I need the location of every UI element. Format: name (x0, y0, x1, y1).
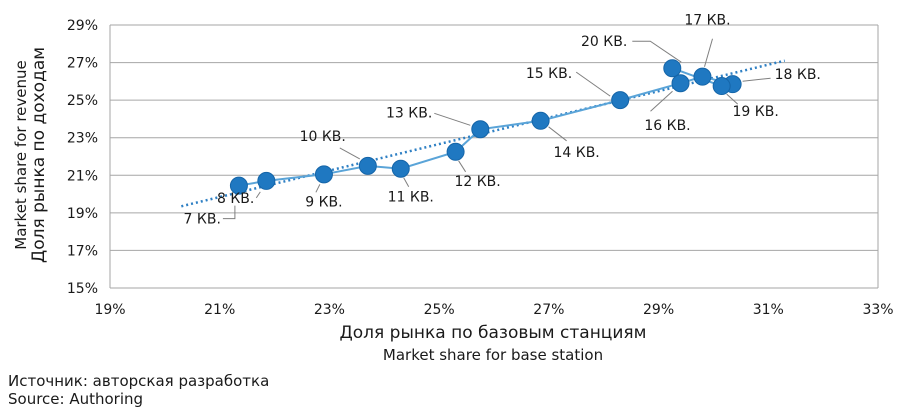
data-point (693, 67, 712, 86)
leader-line (222, 205, 236, 220)
data-point (663, 59, 682, 78)
source-note-ru: Источник: авторская разработка (8, 372, 270, 390)
y-tick-label: 27% (67, 56, 98, 72)
data-point (446, 142, 465, 161)
x-tick-label: 33% (862, 302, 893, 318)
leader-line (458, 160, 467, 173)
point-label: 20 КВ. (581, 34, 627, 50)
leader-line (255, 191, 261, 199)
x-tick-label: 19% (94, 302, 125, 318)
y-tick-label: 19% (67, 206, 98, 222)
data-point (358, 156, 377, 175)
point-label: 7 КВ. (184, 212, 221, 228)
y-tick-label: 25% (67, 93, 98, 109)
y-tick-label: 15% (67, 281, 98, 297)
point-label: 17 КВ. (684, 13, 730, 29)
data-point (671, 74, 690, 93)
point-label: 8 КВ. (217, 191, 254, 207)
tick-labels: 15% 17% 19% 21% 23% 25% 27% 29% 19% 21% 23% 25% 27% 2… (67, 18, 894, 318)
leader-line (704, 38, 713, 67)
y-axis-title: Доля рынка по доходам (29, 47, 49, 263)
leader-line (742, 77, 771, 82)
axis-lines (109, 25, 879, 288)
point-label: 11 КВ. (388, 190, 434, 206)
point-label: 13 КВ. (386, 105, 432, 121)
scatter-chart: 15% 17% 19% 21% 23% 25% 27% 29% 19% 21% 23% 25% 27% 2… (12, 13, 894, 364)
x-tick-label: 23% (314, 302, 345, 318)
leader-line (726, 93, 739, 105)
y-tick-label: 17% (67, 243, 98, 259)
leader-line (650, 90, 673, 112)
point-label: 18 КВ. (775, 67, 821, 83)
x-tick-label: 31% (753, 302, 784, 318)
grid-lines (110, 24, 878, 289)
y-tick-label: 21% (67, 168, 98, 184)
data-markers (229, 59, 742, 195)
leader-line (403, 177, 410, 187)
data-point (611, 91, 630, 110)
point-labels: 7 КВ. 8 КВ. 9 КВ. 10 КВ. 11 КВ. 12 КВ. 13 КВ. 1… (184, 13, 821, 228)
data-point (314, 165, 333, 184)
y-tick-label: 29% (67, 18, 98, 34)
point-label: 14 КВ. (553, 145, 599, 161)
x-tick-label: 27% (533, 302, 564, 318)
point-label: 12 КВ. (454, 174, 500, 190)
leader-line (575, 71, 611, 97)
x-axis-title-en: Market share for base station (383, 346, 603, 364)
data-point (712, 77, 731, 96)
x-tick-label: 29% (643, 302, 674, 318)
y-tick-label: 23% (67, 131, 98, 147)
leader-line (434, 112, 471, 126)
x-tick-label: 21% (204, 302, 235, 318)
data-point (257, 171, 276, 190)
point-label: 19 КВ. (733, 104, 779, 120)
point-label: 16 КВ. (644, 118, 690, 134)
leader-line (315, 184, 321, 193)
x-tick-label: 25% (424, 302, 455, 318)
label-leader-lines (222, 38, 771, 220)
data-point (531, 111, 550, 130)
leader-line (339, 147, 361, 160)
point-label: 9 КВ. (305, 194, 342, 210)
point-label: 10 КВ. (300, 129, 346, 145)
data-point (391, 159, 410, 178)
x-axis-title: Доля рынка по базовым станциям (340, 323, 647, 343)
data-point (229, 176, 248, 195)
leader-line (632, 40, 682, 63)
point-label: 15 КВ. (526, 66, 572, 82)
data-point (471, 120, 490, 139)
leader-line (548, 126, 567, 142)
y-axis-title-en: Market share for revenue (12, 60, 30, 250)
source-note-en: Source: Authoring (8, 390, 144, 408)
